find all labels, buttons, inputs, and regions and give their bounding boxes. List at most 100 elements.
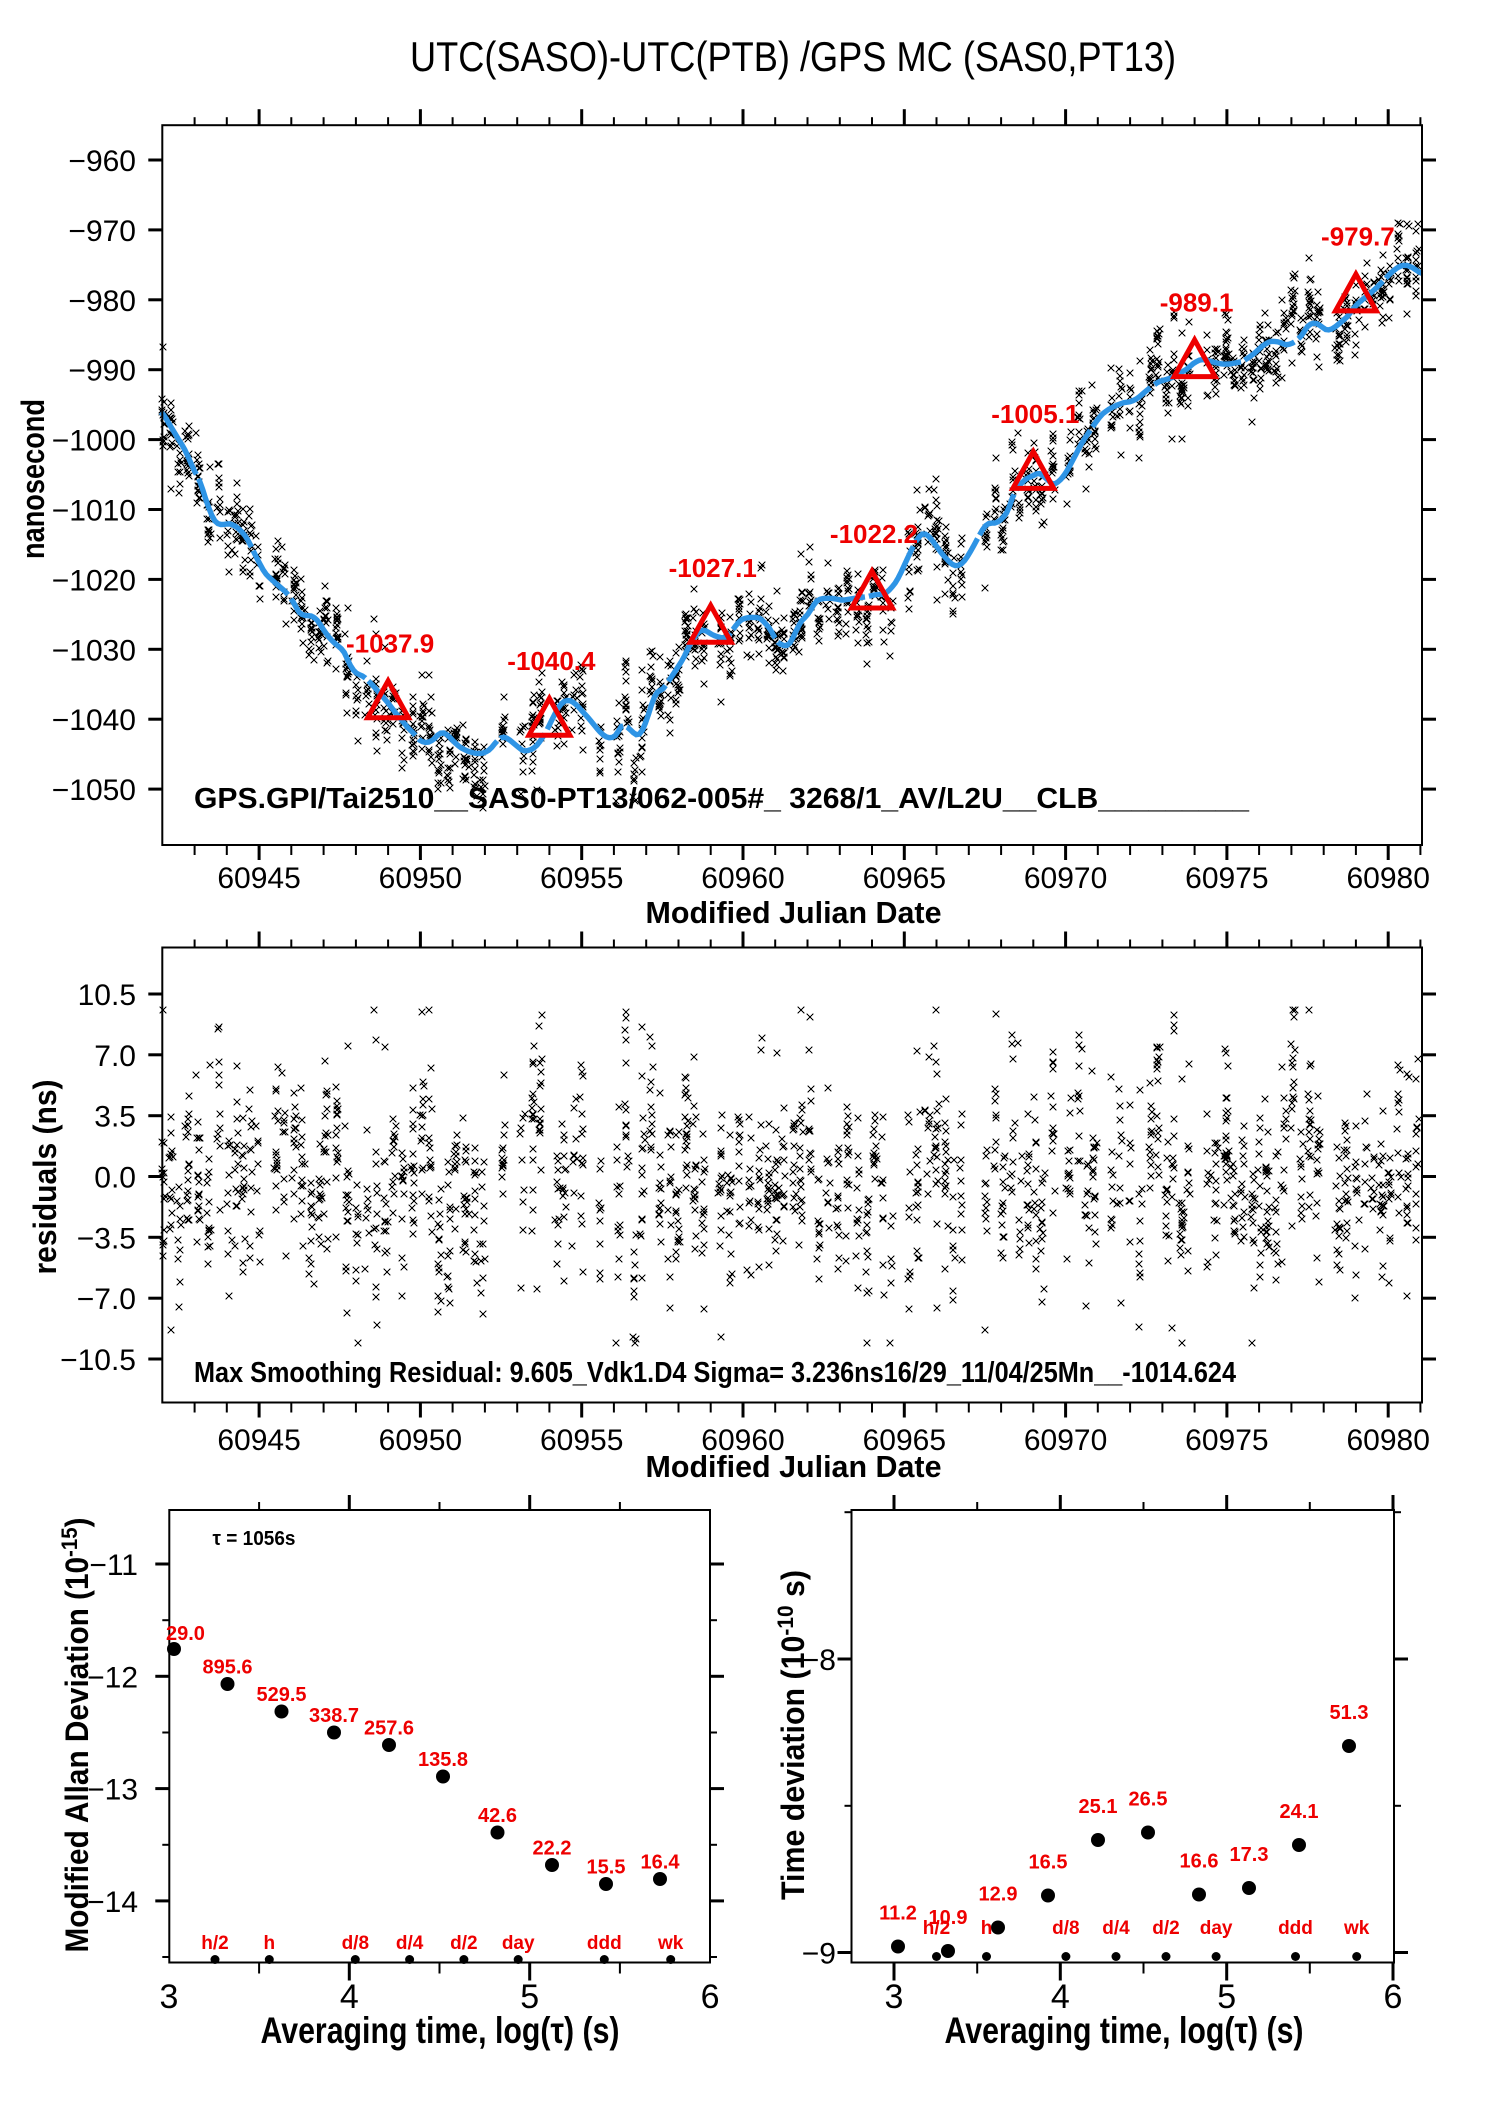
svg-text:day: day [502,1933,535,1954]
svg-text:day: day [1200,1918,1233,1939]
svg-text:−1050: −1050 [52,774,136,807]
svg-text:residuals (ns): residuals (ns) [27,1080,63,1275]
svg-text:d/8: d/8 [1052,1918,1079,1939]
svg-text:-1037.9: -1037.9 [346,629,434,659]
svg-text:−1010: −1010 [52,495,136,528]
svg-text:16.4: 16.4 [641,1852,681,1874]
svg-text:5: 5 [520,1978,539,2016]
svg-text:−970: −970 [68,215,136,248]
svg-text:−10.5: −10.5 [60,1344,136,1377]
svg-text:−13: −13 [87,1774,138,1807]
svg-text:h: h [981,1918,993,1939]
svg-text:wk: wk [657,1933,684,1954]
svg-text:60980: 60980 [1346,1424,1429,1457]
svg-text:−1020: −1020 [52,564,136,597]
svg-text:529.5: 529.5 [256,1684,306,1706]
svg-text:60970: 60970 [1024,1424,1107,1457]
svg-text:-1005.1: -1005.1 [991,399,1079,429]
svg-text:d/4: d/4 [396,1933,424,1954]
svg-text:6: 6 [1384,1978,1403,2016]
svg-text:15.5: 15.5 [587,1857,626,1879]
svg-text:−7.0: −7.0 [77,1283,136,1316]
svg-text:UTC(SASO)-UTC(PTB) /GPS MC: UTC(SASO)-UTC(PTB) /GPS MC (SAS0,PT13) [410,33,1176,80]
svg-text:−14: −14 [87,1886,138,1919]
svg-text:60955: 60955 [540,862,623,895]
svg-text:−9: −9 [802,1938,836,1971]
svg-text:-1022.2: -1022.2 [830,519,918,549]
svg-text:−990: −990 [68,355,136,388]
svg-text:10.9: 10.9 [929,1907,968,1929]
svg-text:25.1: 25.1 [1079,1796,1118,1818]
svg-text:11.2: 11.2 [879,1903,917,1925]
svg-text:60980: 60980 [1346,862,1429,895]
svg-text:h/2: h/2 [201,1933,228,1954]
svg-text:60960: 60960 [701,862,784,895]
svg-text:-1040.4: -1040.4 [507,646,596,676]
svg-text:−1000: −1000 [52,425,136,458]
svg-text:22.2: 22.2 [533,1838,572,1860]
svg-text:60950: 60950 [379,1424,462,1457]
svg-text:60960: 60960 [701,1424,784,1457]
svg-text:−3.5: −3.5 [77,1222,136,1255]
svg-text:3: 3 [885,1978,904,2016]
svg-text:42.6: 42.6 [478,1805,517,1827]
svg-text:60975: 60975 [1185,1424,1268,1457]
svg-text:Averaging time, log(τ) (s): Averaging time, log(τ) (s) [945,2010,1304,2051]
svg-text:−8: −8 [802,1644,836,1677]
svg-text:−1040: −1040 [52,704,136,737]
svg-text:26.5: 26.5 [1129,1789,1168,1811]
svg-text:338.7: 338.7 [309,1705,359,1727]
svg-text:7.0: 7.0 [94,1040,136,1073]
svg-text:Max Smoothing Residual: 9.605_: Max Smoothing Residual: 9.605_Vdk1.D4 Si… [194,1357,1236,1389]
svg-text:17.3: 17.3 [1230,1844,1269,1866]
svg-text:12.9: 12.9 [979,1884,1018,1906]
svg-text:60955: 60955 [540,1424,623,1457]
svg-text:Modified Allan Deviation (10-1: Modified Allan Deviation (10-15) [57,1518,95,1953]
svg-text:60965: 60965 [863,862,946,895]
svg-text:-979.7: -979.7 [1321,222,1395,252]
svg-text:GPS.GPI/Tai2510__SAS0-PT13/062: GPS.GPI/Tai2510__SAS0-PT13/062-005#_ 326… [194,783,1250,815]
svg-text:257.6: 257.6 [364,1718,414,1740]
svg-text:16.5: 16.5 [1029,1852,1068,1874]
svg-text:60970: 60970 [1024,862,1107,895]
svg-text:16.6: 16.6 [1180,1851,1219,1873]
svg-text:5: 5 [1217,1978,1236,2016]
svg-text:ddd: ddd [1278,1918,1313,1939]
svg-text:d/2: d/2 [1152,1918,1179,1939]
svg-text:4: 4 [1051,1978,1070,2016]
svg-text:-1027.1: -1027.1 [669,553,757,583]
svg-text:0.0: 0.0 [94,1162,136,1195]
svg-text:Modified Julian Date: Modified Julian Date [646,1449,942,1484]
svg-text:135.8: 135.8 [418,1749,468,1771]
svg-text:3: 3 [159,1978,178,2016]
svg-text:60950: 60950 [379,862,462,895]
svg-text:3.5: 3.5 [94,1101,136,1134]
svg-text:60945: 60945 [217,862,300,895]
svg-text:6: 6 [701,1978,720,2016]
svg-text:895.6: 895.6 [202,1657,252,1679]
svg-text:−11: −11 [89,1549,138,1582]
svg-text:51.3: 51.3 [1330,1702,1369,1724]
svg-text:−960: −960 [68,145,136,178]
svg-text:d/2: d/2 [450,1933,477,1954]
svg-text:60965: 60965 [863,1424,946,1457]
svg-text:ddd: ddd [587,1933,622,1954]
svg-text:Modified Julian Date: Modified Julian Date [646,895,942,930]
svg-text:4: 4 [340,1978,359,2016]
svg-text:τ = 1056s: τ = 1056s [213,1528,296,1550]
svg-text:d/8: d/8 [342,1933,369,1954]
svg-text:d/4: d/4 [1102,1918,1130,1939]
svg-text:60975: 60975 [1185,862,1268,895]
svg-text:−1030: −1030 [52,634,136,667]
svg-text:29.0: 29.0 [166,1623,205,1645]
svg-text:−980: −980 [68,285,136,318]
svg-text:h/2: h/2 [923,1918,950,1939]
svg-text:60945: 60945 [217,1424,300,1457]
svg-text:-989.1: -989.1 [1160,287,1234,317]
svg-text:nanosecond: nanosecond [15,399,51,559]
svg-text:10.5: 10.5 [78,979,136,1012]
svg-text:h: h [263,1933,275,1954]
svg-text:−12: −12 [87,1661,138,1694]
svg-text:24.1: 24.1 [1280,1801,1319,1823]
svg-text:Averaging time, log(τ) (s): Averaging time, log(τ) (s) [261,2010,620,2051]
